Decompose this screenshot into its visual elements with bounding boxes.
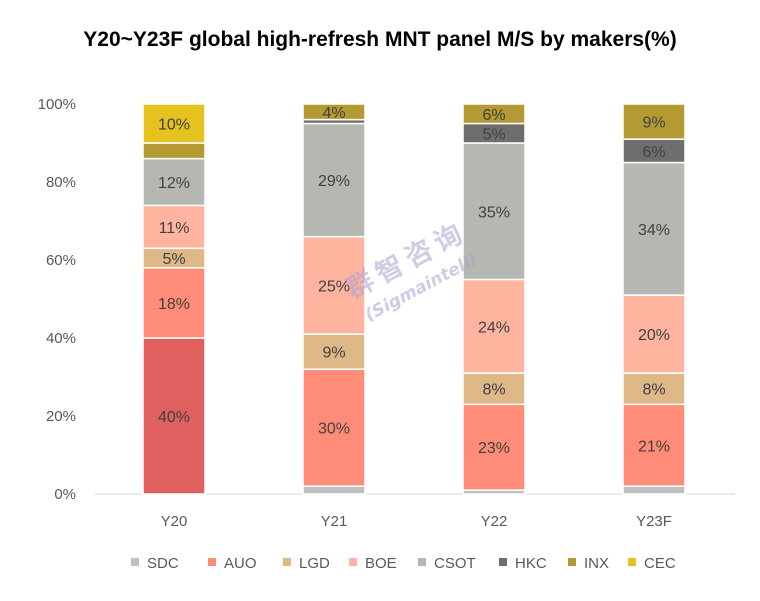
y-tick-label: 20%	[46, 408, 76, 425]
data-label: 8%	[642, 382, 665, 399]
bar-segment-inx	[142, 142, 206, 160]
bar-segment-inx	[462, 103, 526, 125]
data-label: 6%	[482, 107, 505, 124]
legend-swatch-hkc	[499, 558, 507, 566]
data-label: 21%	[638, 438, 670, 455]
data-label: 8%	[482, 382, 505, 399]
legend-swatch-csot	[418, 558, 426, 566]
bar-segment-boe	[622, 294, 686, 374]
bar-segment-sdc	[142, 337, 206, 495]
x-tick-label: Y23F	[636, 513, 672, 530]
data-label: 11%	[159, 220, 190, 237]
bar-segment-lgd	[302, 333, 366, 370]
bar-segment-auo	[142, 267, 206, 339]
y-tick-label: 80%	[46, 174, 76, 191]
legend-swatch-auo	[208, 558, 216, 566]
bar-segment-auo	[462, 403, 526, 491]
data-label: 9%	[642, 115, 665, 132]
data-label: 5%	[482, 126, 505, 143]
legend-label-boe: BOE	[365, 555, 397, 572]
data-label: 30%	[318, 421, 350, 438]
data-label: 18%	[158, 296, 190, 313]
legend-label-csot: CSOT	[434, 555, 476, 572]
bar-segment-inx	[302, 103, 366, 121]
data-label: 5%	[162, 251, 185, 268]
bar-segment-csot	[302, 122, 366, 238]
data-label: 24%	[478, 319, 510, 336]
data-label: 34%	[638, 222, 670, 239]
bar-segment-inx	[622, 103, 686, 140]
legend-swatch-lgd	[283, 558, 291, 566]
bar-segment-sdc	[622, 485, 686, 495]
bar-segment-lgd	[462, 372, 526, 406]
bar-segment-boe	[462, 278, 526, 374]
data-label: 25%	[318, 278, 350, 295]
data-label: 23%	[478, 440, 510, 457]
y-tick-label: 40%	[46, 330, 76, 347]
data-label: 40%	[158, 409, 190, 426]
chart-title: Y20~Y23F global high-refresh MNT panel M…	[83, 28, 677, 51]
legend-swatch-boe	[349, 558, 357, 566]
data-label: 10%	[158, 117, 190, 134]
data-label: 6%	[642, 144, 665, 161]
legend-label-lgd: LGD	[299, 555, 330, 572]
data-label: 9%	[322, 345, 345, 362]
bar-segment-csot	[462, 142, 526, 281]
y-tick-label: 100%	[38, 96, 76, 113]
x-tick-label: Y20	[161, 513, 188, 530]
bar-segment-csot	[142, 157, 206, 207]
y-tick-label: 60%	[46, 252, 76, 269]
bar-segment-sdc	[302, 485, 366, 495]
bar-segment-boe	[302, 235, 366, 335]
y-tick-label: 0%	[54, 486, 76, 503]
bar-segment-auo	[622, 403, 686, 487]
bar-segment-cec	[142, 103, 206, 144]
legend-label-inx: INX	[584, 555, 609, 572]
data-label: 35%	[478, 204, 510, 221]
legend-swatch-inx	[568, 558, 576, 566]
bar-segment-auo	[302, 368, 366, 487]
x-tick-label: Y21	[321, 513, 348, 530]
legend-label-hkc: HKC	[515, 555, 547, 572]
data-label: 12%	[158, 175, 190, 192]
data-label: 4%	[322, 105, 345, 122]
x-tick-label: Y22	[481, 513, 508, 530]
bar-segment-csot	[622, 161, 686, 296]
legend-label-cec: CEC	[644, 555, 676, 572]
bar-segment-lgd	[622, 372, 686, 406]
legend-label-sdc: SDC	[147, 555, 179, 572]
data-label: 29%	[318, 173, 350, 190]
legend-swatch-cec	[628, 558, 636, 566]
legend-label-auo: AUO	[224, 555, 257, 572]
legend-swatch-sdc	[131, 558, 139, 566]
data-label: 20%	[638, 327, 670, 344]
